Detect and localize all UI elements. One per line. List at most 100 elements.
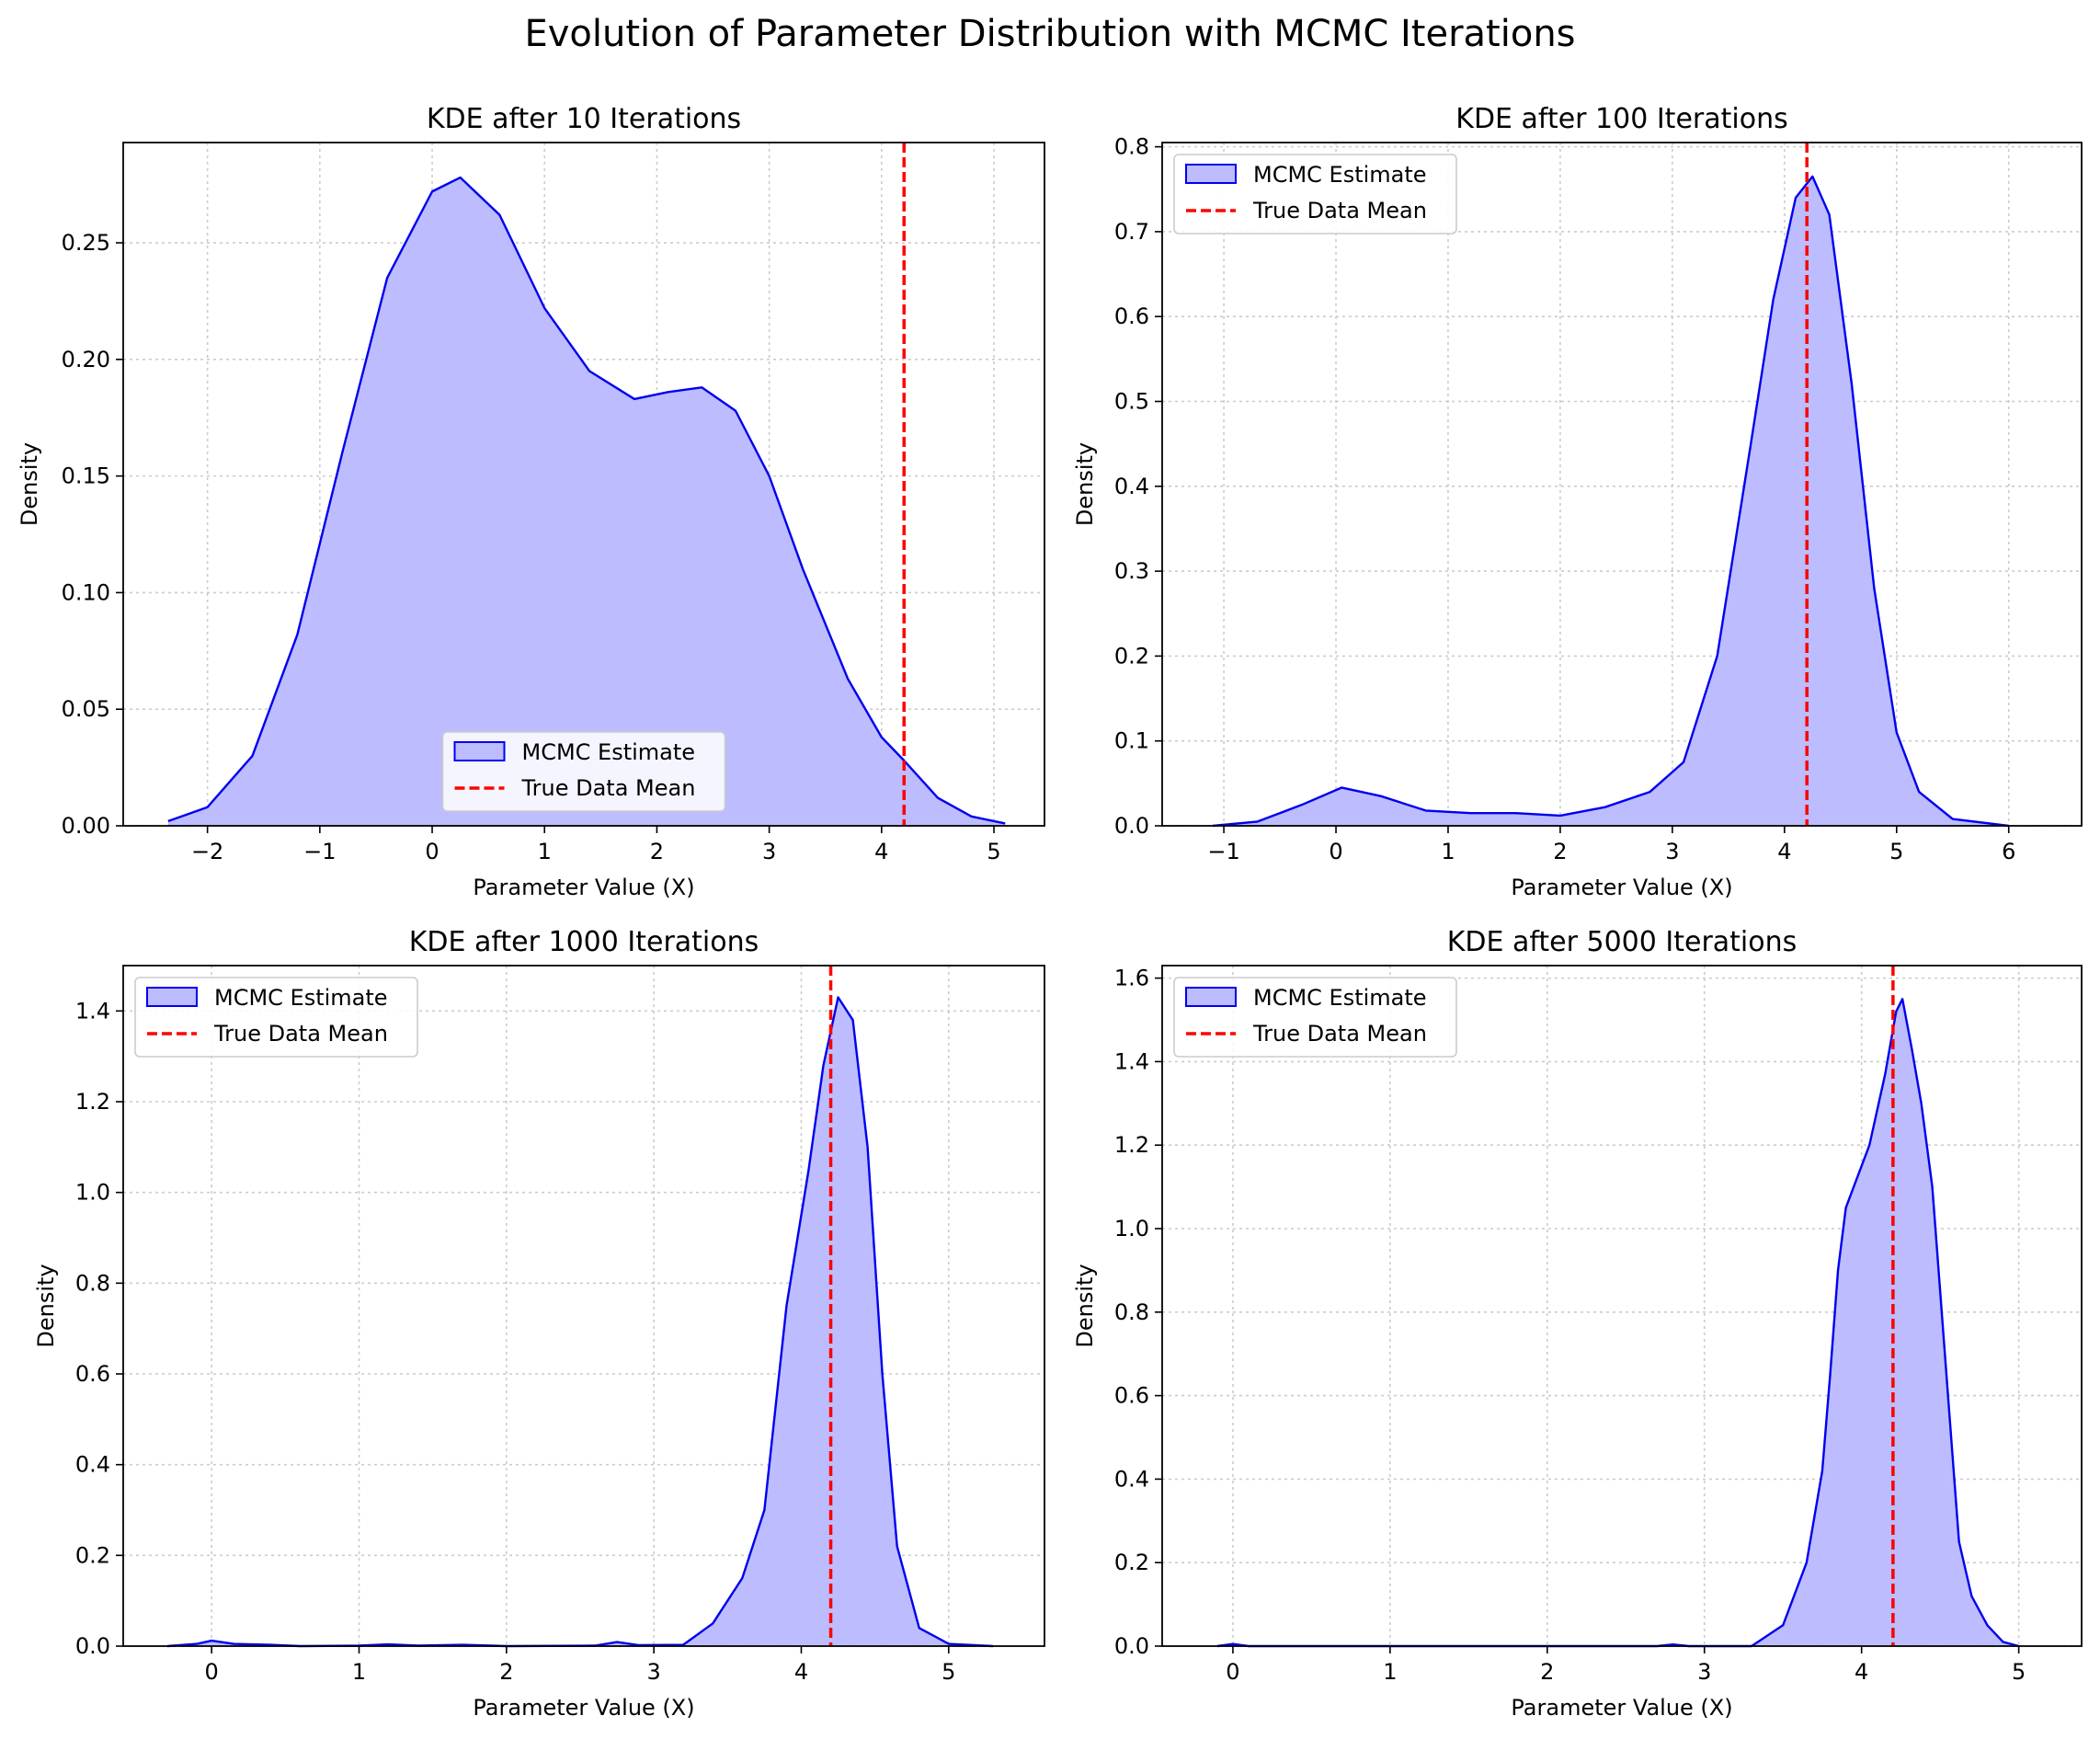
y-tick-label: 1.0 [1114, 1216, 1149, 1241]
legend-box [1173, 977, 1457, 1058]
x-tick-label: 0 [425, 839, 439, 864]
y-tick-label: 1.4 [75, 998, 110, 1024]
x-tick-label: 0 [1329, 839, 1342, 864]
kde-area [1216, 999, 2019, 1646]
kde-area [167, 177, 1006, 827]
y-tick-label: 0.2 [75, 1542, 110, 1568]
legend-label-mean: True Data Mean [1252, 1021, 1427, 1047]
panel-title: KDE after 1000 Iterations [409, 926, 759, 958]
x-tick-label: 5 [2012, 1659, 2026, 1685]
y-tick-label: 1.6 [1114, 966, 1149, 991]
panel-title: KDE after 5000 Iterations [1447, 926, 1798, 958]
legend: MCMC Estimate True Data Mean [1173, 977, 1457, 1058]
x-tick-label: 1 [538, 839, 552, 864]
chart-panel-2: −1 0 1 2 3 4 5 6 0.0 0.1 0.2 0.3 0.4 0.5 0.6 0.7 0.8 KDE … [1072, 103, 2083, 900]
chart-panel-3: 0 1 2 3 4 5 0.0 0.2 0.4 0.6 0.8 1.0 1.2 1.4 KDE after … [33, 926, 1045, 1721]
y-tick-label: 0.25 [62, 230, 110, 256]
y-tick-label: 0.10 [62, 579, 110, 605]
x-tick-label: 2 [499, 1659, 513, 1685]
y-tick-label: 1.2 [75, 1089, 110, 1115]
y-tick-label: 0.2 [1114, 643, 1149, 669]
x-tick-label: 4 [1777, 839, 1791, 864]
y-tick-label: 0.8 [75, 1270, 110, 1296]
x-tick-label: −1 [303, 839, 336, 864]
legend-label-mean: True Data Mean [521, 775, 696, 801]
x-axis-label: Parameter Value (X) [1511, 875, 1732, 900]
y-tick-label: 0.2 [1114, 1550, 1149, 1575]
y-tick-label: 0.7 [1114, 219, 1149, 245]
y-tick-label: 0.6 [1114, 1383, 1149, 1409]
y-tick-label: 0.20 [62, 347, 110, 372]
y-tick-label: 0.8 [1114, 134, 1149, 160]
axes-frame [122, 965, 1045, 1647]
x-tick-label: 6 [2002, 839, 2015, 864]
legend: MCMC Estimate True Data Mean [441, 731, 726, 812]
y-tick-label: 1.4 [1114, 1048, 1149, 1074]
axes-frame [1161, 965, 2083, 1647]
y-tick-label: 0.1 [1114, 728, 1149, 754]
x-tick-label: 3 [1665, 839, 1679, 864]
legend-label-estimate: MCMC Estimate [214, 985, 388, 1011]
x-tick-label: 2 [1540, 1659, 1554, 1685]
y-tick-label: 0.4 [75, 1452, 110, 1478]
y-tick-label: 1.0 [75, 1180, 110, 1206]
x-tick-label: 4 [794, 1659, 808, 1685]
x-tick-label: 4 [874, 839, 888, 864]
legend-box [1173, 154, 1457, 235]
x-tick-label: 2 [650, 839, 664, 864]
y-tick-label: 0.6 [1114, 303, 1149, 329]
legend: MCMC Estimate True Data Mean [134, 977, 418, 1058]
x-tick-label: 3 [762, 839, 776, 864]
y-tick-label: 0.3 [1114, 558, 1149, 584]
x-tick-label: −2 [191, 839, 223, 864]
x-axis-label: Parameter Value (X) [473, 875, 694, 900]
legend-swatch-estimate [1185, 164, 1237, 184]
legend-label-estimate: MCMC Estimate [522, 739, 696, 765]
axes-frame [122, 142, 1045, 827]
y-tick-label: 0.8 [1114, 1299, 1149, 1325]
x-tick-label: 5 [942, 1659, 955, 1685]
x-tick-label: −1 [1207, 839, 1239, 864]
chart-panel-1: −2 −1 0 1 2 3 4 5 0.00 0.05 0.10 0.15 0.20 0.25 KDE af… [17, 103, 1045, 900]
kde-line [167, 176, 1006, 825]
y-tick-label: 0.4 [1114, 1466, 1149, 1492]
y-tick-label: 0.0 [1114, 1633, 1149, 1659]
x-tick-label: 1 [1383, 1659, 1397, 1685]
y-axis-label: Density [1072, 442, 1098, 526]
legend-box [441, 731, 726, 812]
kde-area [167, 997, 993, 1646]
x-tick-label: 0 [205, 1659, 219, 1685]
y-tick-label: 0.0 [75, 1633, 110, 1659]
legend-label-mean: True Data Mean [1252, 198, 1427, 223]
axes-frame [1161, 142, 2083, 827]
legend-swatch-estimate [146, 987, 198, 1007]
x-tick-label: 3 [647, 1659, 661, 1685]
x-tick-label: 5 [1889, 839, 1903, 864]
y-tick-label: 0.0 [1114, 813, 1149, 839]
y-axis-label: Density [17, 442, 42, 526]
x-tick-label: 5 [987, 839, 1000, 864]
panel-title: KDE after 10 Iterations [427, 103, 741, 135]
y-tick-label: 1.2 [1114, 1132, 1149, 1158]
x-axis-label: Parameter Value (X) [1511, 1695, 1732, 1721]
legend-swatch-estimate [1185, 987, 1237, 1007]
y-tick-label: 0.5 [1114, 389, 1149, 415]
y-axis-label: Density [33, 1264, 59, 1347]
y-tick-label: 0.6 [75, 1361, 110, 1387]
y-tick-label: 0.00 [62, 813, 110, 839]
x-tick-label: 3 [1697, 1659, 1711, 1685]
legend-box [134, 977, 418, 1058]
x-tick-label: 2 [1553, 839, 1567, 864]
y-tick-label: 0.15 [62, 463, 110, 489]
x-tick-label: 0 [1226, 1659, 1239, 1685]
legend-label-mean: True Data Mean [213, 1021, 388, 1047]
figure-title: Evolution of Parameter Distribution with… [524, 13, 1576, 55]
kde-area [1212, 176, 2009, 827]
legend-label-estimate: MCMC Estimate [1253, 162, 1427, 188]
x-tick-label: 4 [1855, 1659, 1868, 1685]
panel-title: KDE after 100 Iterations [1455, 103, 1787, 135]
x-tick-label: 1 [1441, 839, 1455, 864]
kde-line [1212, 175, 2009, 828]
legend-label-estimate: MCMC Estimate [1253, 985, 1427, 1011]
